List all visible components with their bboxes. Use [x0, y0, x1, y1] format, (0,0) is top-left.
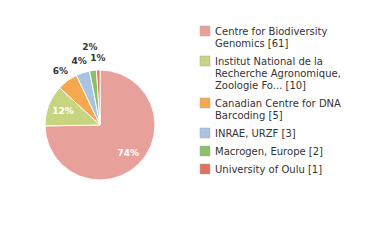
legend: Centre for BiodiversityGenomics [61] Inst…	[200, 26, 341, 175]
legend-label: Centre for BiodiversityGenomics [61]	[215, 26, 328, 49]
legend-swatch	[200, 164, 210, 174]
data-labels: 74% 12% 6%4% 2%1%	[52, 42, 139, 158]
data-label: 74%	[117, 148, 139, 158]
data-label: 2%	[82, 42, 97, 52]
legend-label: Canadian Centre for DNABarcoding [5]	[215, 98, 341, 121]
legend-swatch	[200, 98, 210, 108]
legend-label: University of Oulu [1]	[215, 164, 322, 175]
pie-slice	[45, 70, 155, 180]
legend-swatch	[200, 26, 210, 36]
legend-swatch	[200, 146, 210, 156]
legend-label: INRAE, URZF [3]	[215, 128, 296, 139]
legend-item: University of Oulu [1]	[200, 164, 322, 175]
pie-slice	[76, 71, 100, 125]
legend-label: Institut National de laRecherche Agronom…	[215, 56, 341, 91]
legend-item: INRAE, URZF [3]	[200, 128, 296, 139]
data-label: 1%	[90, 53, 105, 63]
pie-slice	[97, 70, 100, 125]
data-label: 12%	[52, 106, 74, 116]
legend-item: Canadian Centre for DNABarcoding [5]	[200, 98, 341, 121]
legend-item: Macrogen, Europe [2]	[200, 146, 323, 157]
pie-slice	[90, 70, 100, 125]
legend-item: Centre for BiodiversityGenomics [61]	[200, 26, 328, 49]
data-label: 6%	[53, 66, 68, 76]
legend-swatch	[200, 56, 210, 66]
legend-swatch	[200, 128, 210, 138]
data-label: 4%	[71, 56, 86, 66]
pie	[45, 70, 155, 180]
legend-label: Macrogen, Europe [2]	[215, 146, 323, 157]
legend-item: Institut National de laRecherche Agronom…	[200, 56, 341, 91]
chart: 74% 12% 6%4% 2%1% Centre for BiodiversityGen…	[0, 0, 380, 240]
